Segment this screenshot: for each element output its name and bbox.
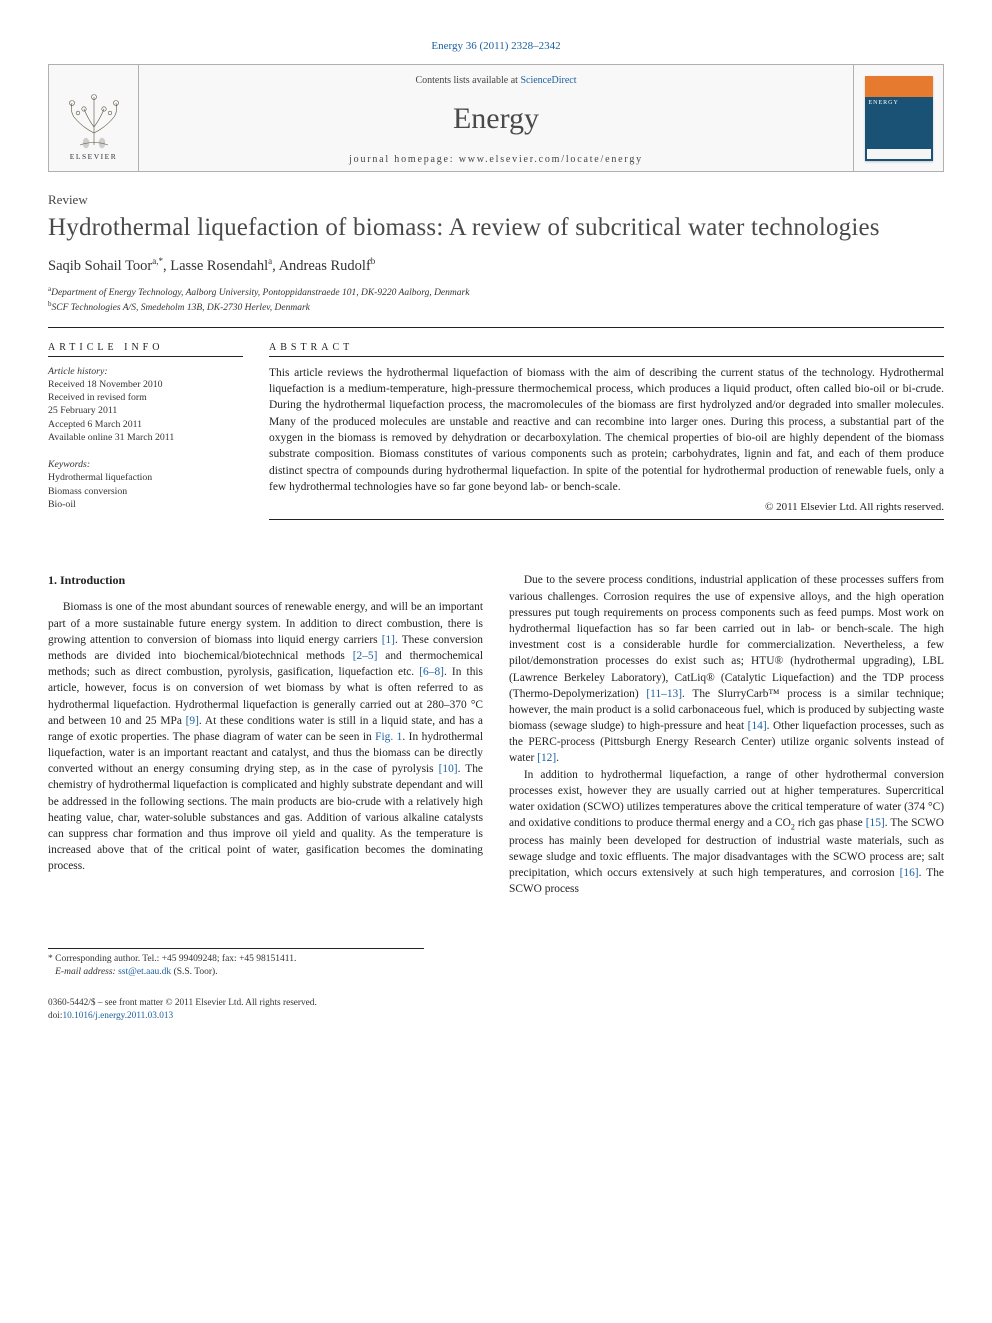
author-1: Saqib Sohail Toor xyxy=(48,258,152,274)
keyword-2: Biomass conversion xyxy=(48,485,243,498)
ref-link-10[interactable]: [10] xyxy=(439,763,458,775)
history-line-3: 25 February 2011 xyxy=(48,404,243,417)
author-3-marks: b xyxy=(371,256,376,266)
ref-link-14[interactable]: [14] xyxy=(748,720,767,732)
cover-thumb-box: ENERGY xyxy=(853,65,943,171)
history-line-1: Received 18 November 2010 xyxy=(48,378,243,391)
correspondence-line-1: * Corresponding author. Tel.: +45 994092… xyxy=(48,953,944,966)
abstract-rule xyxy=(269,356,944,357)
author-1-marks: a,* xyxy=(152,256,163,266)
keyword-1: Hydrothermal liquefaction xyxy=(48,471,243,484)
footer-copyright-line: 0360-5442/$ – see front matter © 2011 El… xyxy=(48,997,944,1010)
journal-homepage-link[interactable]: www.elsevier.com/locate/energy xyxy=(459,154,643,165)
journal-cover-icon: ENERGY xyxy=(865,76,933,161)
keyword-3: Bio-oil xyxy=(48,498,243,511)
author-2-marks: a xyxy=(268,256,272,266)
sciencedirect-link[interactable]: ScienceDirect xyxy=(520,75,576,86)
p2-d: . xyxy=(556,752,559,764)
body-paragraph-2: Due to the severe process conditions, in… xyxy=(509,572,944,766)
doi-prefix: doi: xyxy=(48,1011,62,1021)
ref-link-12[interactable]: [12] xyxy=(537,752,556,764)
footer-block: 0360-5442/$ – see front matter © 2011 El… xyxy=(48,997,944,1022)
author-3: Andreas Rudolf xyxy=(279,258,371,274)
info-abstract-row: ARTICLE INFO Article history: Received 1… xyxy=(48,328,944,529)
top-citation: Energy 36 (2011) 2328–2342 xyxy=(48,40,944,52)
abstract-copyright: © 2011 Elsevier Ltd. All rights reserved… xyxy=(269,501,944,513)
abstract-text: This article reviews the hydrothermal li… xyxy=(269,365,944,496)
article-info-rule xyxy=(48,356,243,357)
publisher-logo-box: ELSEVIER xyxy=(49,65,139,171)
affiliations: aDepartment of Energy Technology, Aalbor… xyxy=(48,285,944,315)
p3-b: rich gas phase xyxy=(795,817,866,829)
journal-homepage-line: journal homepage: www.elsevier.com/locat… xyxy=(149,154,843,165)
article-history-label: Article history: xyxy=(48,365,243,378)
footer-doi-line: doi:10.1016/j.energy.2011.03.013 xyxy=(48,1010,944,1023)
contents-prefix: Contents lists available at xyxy=(415,75,520,86)
article-type: Review xyxy=(48,192,944,208)
contents-available-line: Contents lists available at ScienceDirec… xyxy=(149,75,843,86)
corr-line1-text: Corresponding author. Tel.: +45 99409248… xyxy=(53,954,297,964)
elsevier-logo: ELSEVIER xyxy=(58,76,130,161)
authors-line: Saqib Sohail Toora,*, Lasse Rosendahla, … xyxy=(48,256,944,275)
article-info-column: ARTICLE INFO Article history: Received 1… xyxy=(48,328,243,529)
ref-link-6-8[interactable]: [6–8] xyxy=(419,666,444,678)
abstract-column: ABSTRACT This article reviews the hydrot… xyxy=(269,328,944,529)
p2-a: Due to the severe process conditions, in… xyxy=(509,574,944,699)
ref-link-9[interactable]: [9] xyxy=(186,715,199,727)
correspondence-block: * Corresponding author. Tel.: +45 994092… xyxy=(48,953,944,980)
history-line-2: Received in revised form xyxy=(48,391,243,404)
keywords-label: Keywords: xyxy=(48,458,243,471)
homepage-prefix: journal homepage: xyxy=(349,154,459,165)
fig-1-link[interactable]: Fig. 1 xyxy=(375,731,402,743)
history-line-4: Accepted 6 March 2011 xyxy=(48,418,243,431)
article-title: Hydrothermal liquefaction of biomass: A … xyxy=(48,214,944,242)
correspondence-rule xyxy=(48,948,424,949)
affiliation-a: aDepartment of Energy Technology, Aalbor… xyxy=(48,285,944,300)
article-info-heading: ARTICLE INFO xyxy=(48,342,243,353)
affiliation-b-text: SCF Technologies A/S, Smedeholm 13B, DK-… xyxy=(52,303,310,313)
email-label: E-mail address: xyxy=(55,967,118,977)
corresponding-email-link[interactable]: sst@et.aau.dk xyxy=(118,967,171,977)
affiliation-b: bSCF Technologies A/S, Smedeholm 13B, DK… xyxy=(48,300,944,315)
cover-title-text: ENERGY xyxy=(869,100,929,106)
body-paragraph-3: In addition to hydrothermal liquefaction… xyxy=(509,767,944,898)
article-history-block: Article history: Received 18 November 20… xyxy=(48,365,243,444)
journal-header: ELSEVIER Contents lists available at Sci… xyxy=(48,64,944,172)
abstract-bottom-rule xyxy=(269,519,944,520)
ref-link-11-13[interactable]: [11–13] xyxy=(646,688,682,700)
affiliation-a-text: Department of Energy Technology, Aalborg… xyxy=(51,288,469,298)
history-line-5: Available online 31 March 2011 xyxy=(48,431,243,444)
keywords-block: Keywords: Hydrothermal liquefaction Biom… xyxy=(48,458,243,511)
author-2: Lasse Rosendahl xyxy=(170,258,268,274)
cover-bottom-strip xyxy=(867,149,931,159)
elsevier-tree-icon xyxy=(60,85,128,150)
ref-link-15[interactable]: [15] xyxy=(866,817,885,829)
section-1-heading: 1. Introduction xyxy=(48,572,483,589)
elsevier-wordmark: ELSEVIER xyxy=(70,152,117,161)
email-suffix: (S.S. Toor). xyxy=(171,967,217,977)
abstract-heading: ABSTRACT xyxy=(269,342,944,353)
header-center: Contents lists available at ScienceDirec… xyxy=(139,65,853,171)
correspondence-email-line: E-mail address: sst@et.aau.dk (S.S. Toor… xyxy=(48,966,944,979)
ref-link-2-5[interactable]: [2–5] xyxy=(353,650,378,662)
doi-link[interactable]: 10.1016/j.energy.2011.03.013 xyxy=(62,1011,173,1021)
body-columns: 1. Introduction Biomass is one of the mo… xyxy=(48,572,944,897)
body-paragraph-1: Biomass is one of the most abundant sour… xyxy=(48,599,483,874)
ref-link-1[interactable]: [1] xyxy=(382,634,395,646)
journal-name: Energy xyxy=(149,102,843,136)
ref-link-16[interactable]: [16] xyxy=(900,867,919,879)
